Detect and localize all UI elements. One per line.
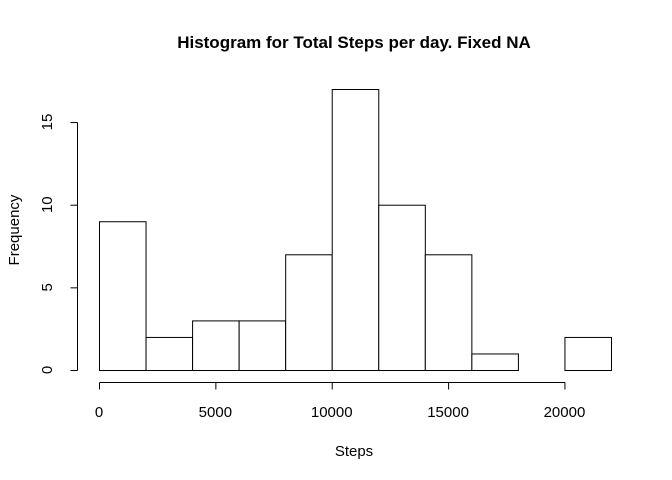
x-tick-label: 0 [95,404,103,421]
x-tick-label: 5000 [199,404,232,421]
y-axis-label: Frequency [6,194,23,265]
histogram-bar [99,221,147,371]
x-axis: 0 5000 10000 15000 20000 [95,382,586,421]
histogram-bar [471,353,519,371]
histogram-bar [378,204,426,371]
histogram-bar [192,320,240,372]
y-tick-label: 5 [39,283,56,291]
x-tick-label: 10000 [311,404,353,421]
y-tick-label: 10 [39,196,56,213]
bars-group [99,89,612,372]
chart-title: Histogram for Total Steps per day. Fixed… [177,33,531,52]
histogram-bar [331,89,380,371]
y-axis: 0 5 10 15 [39,114,78,374]
x-axis-label: Steps [335,443,373,460]
x-tick-label: 20000 [544,404,586,421]
y-tick-label: 15 [39,114,56,131]
histogram-bar [424,254,473,371]
histogram-bar [145,336,194,371]
histogram-bar [238,320,287,372]
x-tick-label: 15000 [427,404,469,421]
histogram-bar [564,336,612,371]
y-tick-label: 0 [39,366,56,374]
histogram-bar [285,254,333,371]
